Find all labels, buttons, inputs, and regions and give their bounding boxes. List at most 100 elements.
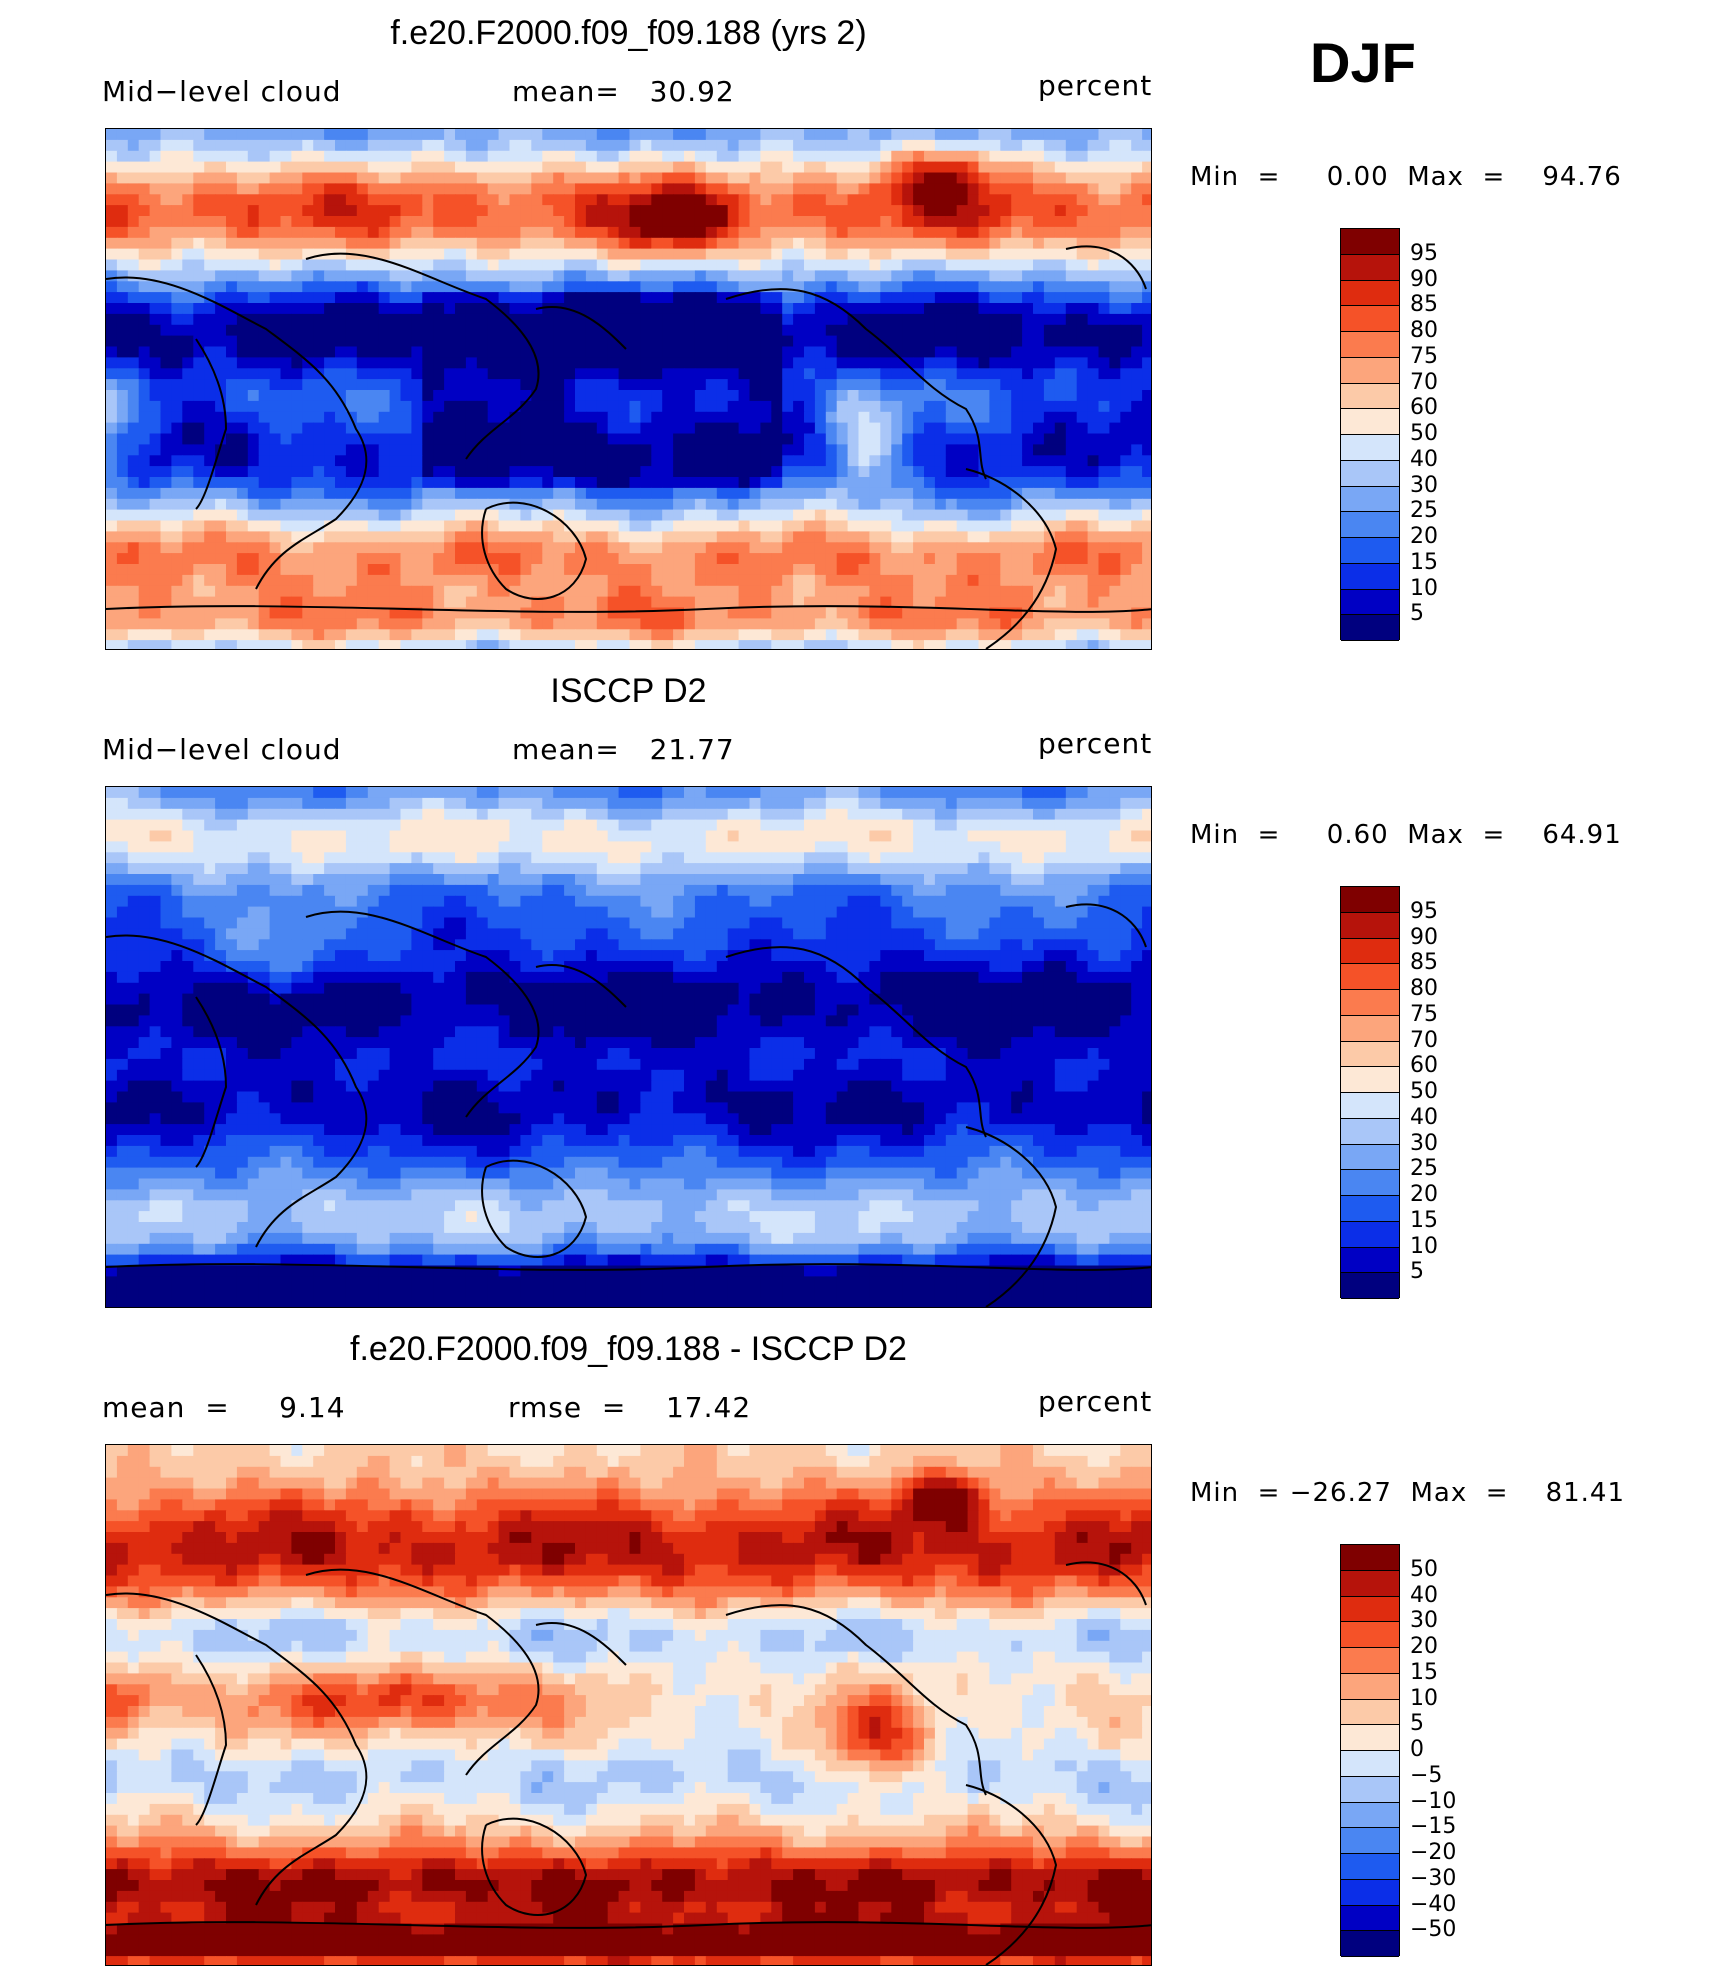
contour-cell [673, 303, 685, 315]
contour-cell [1087, 150, 1100, 163]
contour-cell [542, 313, 554, 326]
contour-cell [302, 281, 314, 293]
contour-cell [106, 520, 118, 532]
contour-cell [193, 509, 205, 522]
contour-cell [640, 161, 652, 174]
contour-cell [1011, 400, 1023, 413]
contour-cell [858, 585, 870, 598]
contour-cell [400, 400, 412, 413]
contour-cell [760, 216, 772, 228]
contour-cell [825, 346, 838, 358]
contour-cell [771, 205, 783, 217]
contour-cell [127, 618, 140, 630]
contour-cell [945, 281, 958, 293]
contour-cell [1109, 379, 1121, 391]
contour-cell [989, 607, 1001, 619]
contour-cell [455, 564, 467, 576]
contour-cell [236, 390, 249, 402]
contour-cell [1011, 498, 1023, 511]
contour-cell [727, 368, 740, 380]
contour-cell [989, 194, 1001, 206]
contour-cell [782, 237, 794, 250]
contour-cell [324, 607, 336, 619]
contour-cell [520, 172, 532, 184]
contour-cell [138, 281, 151, 293]
contour-cell [236, 346, 249, 358]
contour-cell [618, 324, 631, 337]
contour-cell [422, 303, 434, 315]
contour-cell [1000, 542, 1012, 554]
contour-cell [455, 487, 467, 500]
contour-cell [596, 313, 609, 326]
contour-cell [171, 194, 183, 206]
contour-cell [335, 390, 347, 402]
contour-cell [531, 248, 543, 261]
contour-cell [116, 629, 129, 641]
contour-cell [760, 444, 772, 456]
contour-cell [1011, 455, 1023, 467]
contour-cell [356, 357, 369, 369]
contour-cell [651, 542, 663, 554]
contour-cell [455, 433, 467, 445]
contour-cell [400, 237, 412, 250]
contour-cell [1000, 574, 1012, 587]
contour-cell [498, 819, 511, 832]
contour-cell [880, 346, 892, 358]
contour-cell [575, 444, 587, 456]
contour-cell [1087, 618, 1100, 630]
contour-cell [738, 194, 751, 206]
contour-cell [160, 335, 172, 348]
contour-cell [1065, 640, 1078, 649]
contour-cell [116, 357, 129, 369]
contour-cell [313, 444, 325, 456]
contour-cell [629, 194, 641, 206]
contour-cell [694, 797, 707, 810]
contour-cell [651, 150, 663, 163]
contour-cell [651, 520, 663, 532]
contour-cell [269, 346, 282, 358]
contour-cell [171, 498, 183, 511]
contour-cell [236, 161, 249, 174]
contour-cell [662, 194, 674, 206]
contour-cell [869, 520, 881, 532]
contour-cell [902, 797, 914, 810]
contour-cell [662, 455, 674, 467]
contour-cell [575, 553, 587, 565]
contour-cell [258, 259, 271, 271]
contour-cell [771, 585, 783, 598]
contour-cell [553, 335, 565, 348]
contour-cell [542, 455, 554, 467]
contour-cell [465, 270, 478, 282]
contour-cell [422, 368, 434, 380]
contour-cell [509, 183, 521, 195]
contour-cell [902, 564, 914, 576]
contour-cell [749, 183, 761, 195]
contour-cell [400, 553, 412, 565]
contour-cell [825, 139, 838, 152]
contour-cell [1109, 303, 1121, 315]
contour-cell [204, 422, 216, 435]
contour-cell [945, 259, 958, 271]
contour-cell [575, 422, 587, 435]
contour-cell [640, 248, 652, 261]
contour-cell [1131, 509, 1143, 522]
contour-cell [607, 640, 620, 649]
contour-cell [476, 237, 489, 250]
contour-cell [182, 819, 194, 832]
contour-cell [1054, 237, 1067, 250]
contour-cell [793, 808, 805, 821]
contour-cell [575, 335, 587, 348]
contour-cell [1109, 509, 1121, 522]
contour-cell [662, 313, 674, 326]
contour-cell [520, 444, 532, 456]
contour-cell [847, 292, 860, 304]
contour-cell [651, 205, 663, 217]
contour-cell [280, 618, 292, 630]
contour-cell [880, 150, 892, 163]
contour-cell [487, 629, 500, 641]
contour-cell [1098, 487, 1110, 500]
contour-cell [400, 808, 412, 821]
contour-cell [575, 455, 587, 467]
contour-cell [662, 324, 674, 337]
contour-cell [684, 564, 696, 576]
